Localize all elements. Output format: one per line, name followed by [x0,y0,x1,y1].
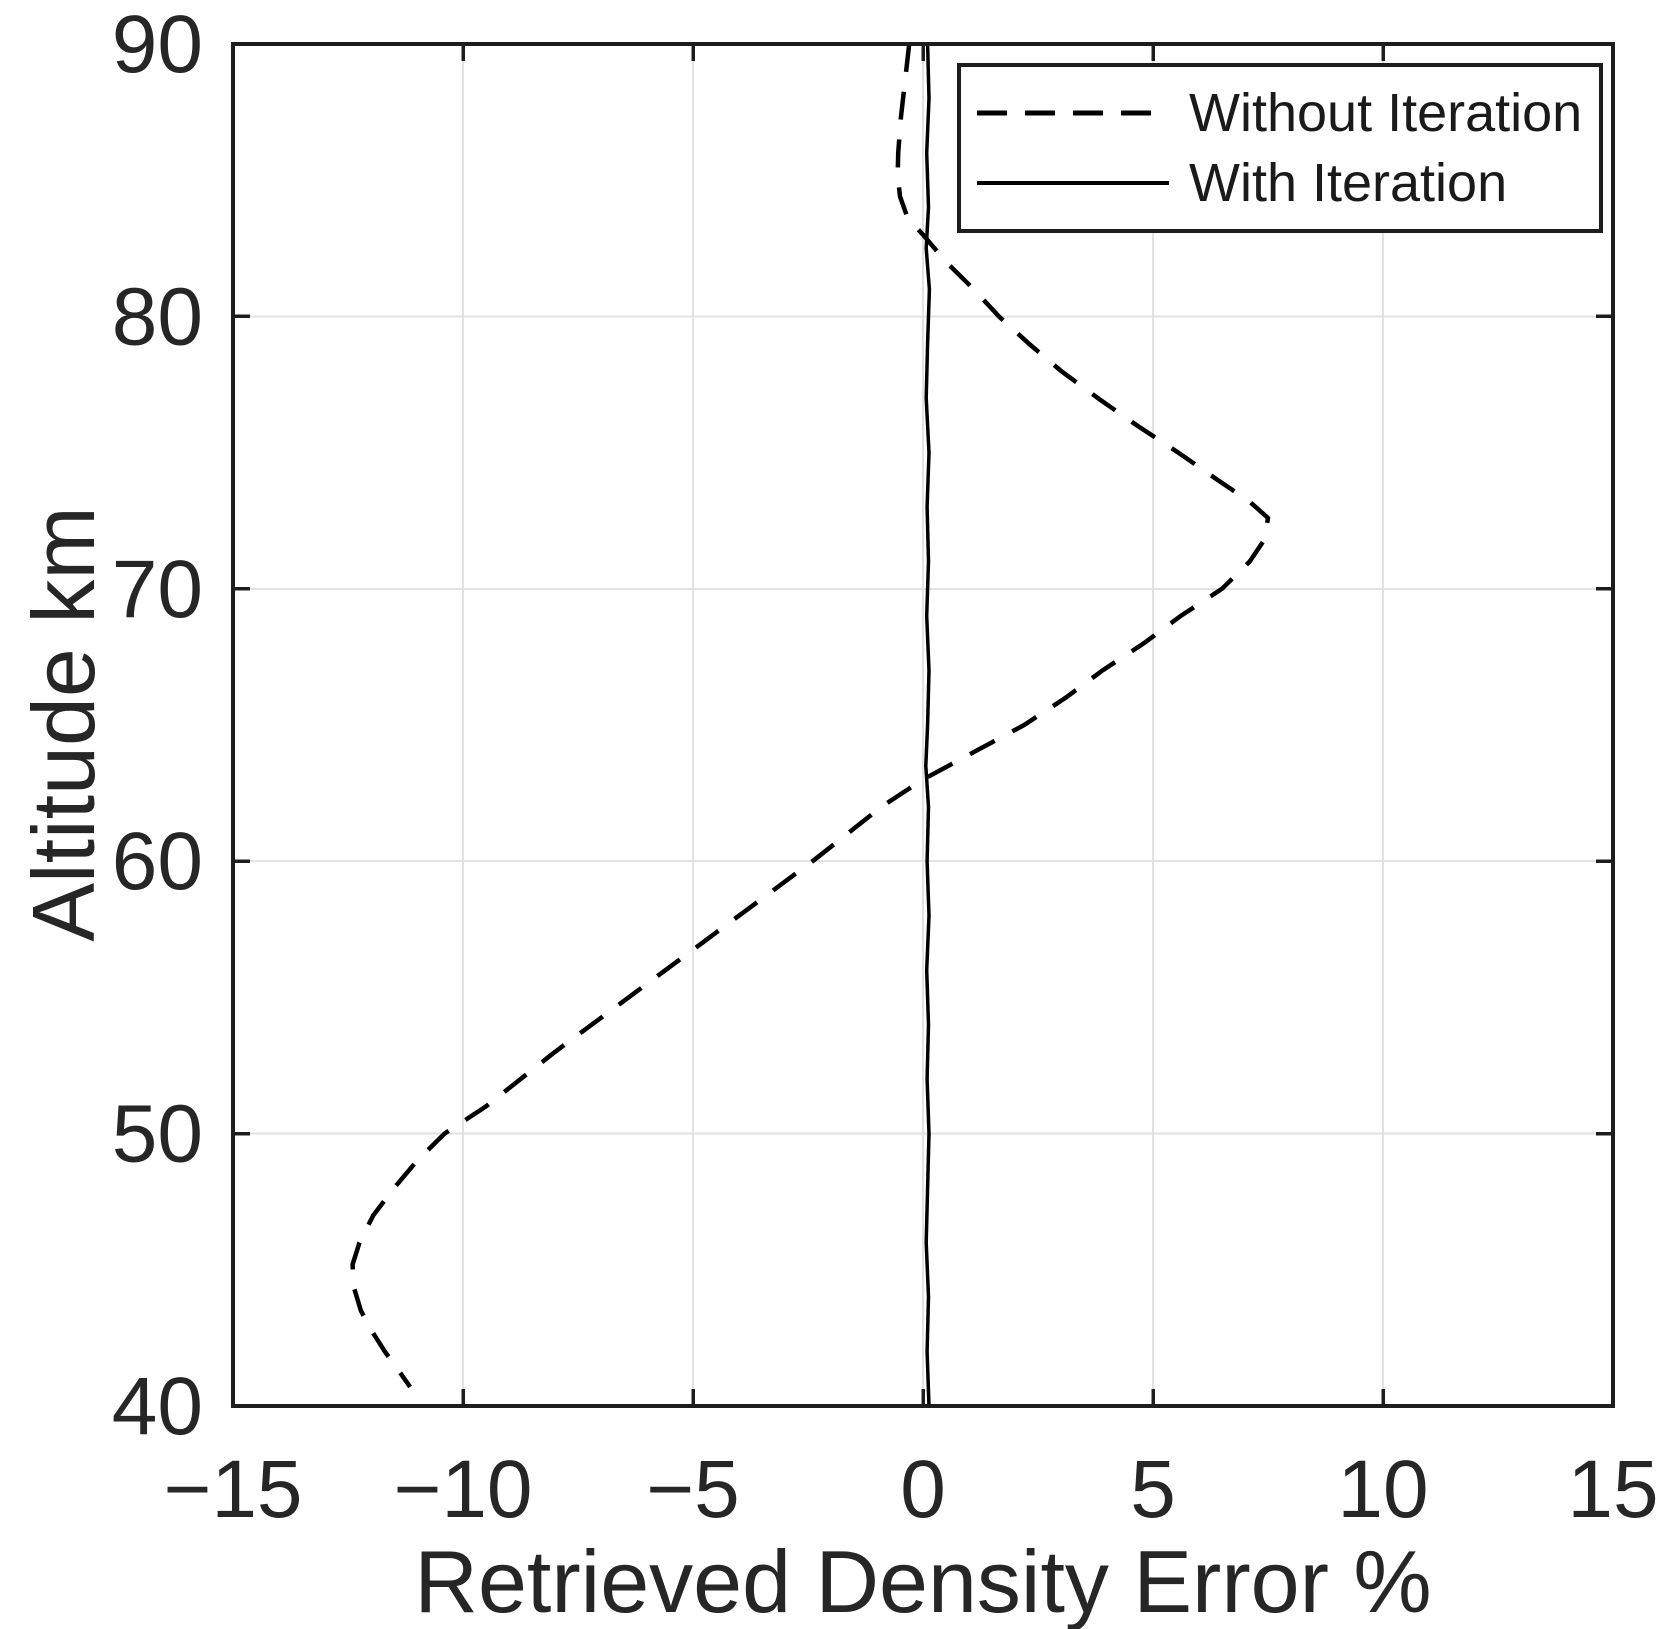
x-tick-label: 0 [900,1444,946,1535]
y-tick-label: 80 [112,271,203,362]
x-tick-label: 15 [1567,1444,1658,1535]
legend-label-with-iteration: With Iteration [1189,153,1508,214]
series-without-iteration [350,43,1271,1389]
x-tick-label: 5 [1130,1444,1176,1535]
legend: Without Iteration With Iteration [957,63,1603,233]
y-tick-label: 40 [112,1361,203,1452]
plot-box [231,42,1615,1408]
x-tick-label: 10 [1337,1444,1428,1535]
y-tick-label: 50 [112,1089,203,1180]
x-tick-label: −10 [393,1444,532,1535]
legend-label-without-iteration: Without Iteration [1189,82,1583,143]
y-axis-label: Altitude km [14,506,113,942]
dashed-line-sample [977,110,1169,116]
y-tick-label: 90 [112,0,203,90]
legend-item-with-iteration: With Iteration [961,156,1599,210]
x-tick-label: −15 [163,1444,302,1535]
y-tick-label: 70 [112,544,203,635]
x-tick-label: −5 [646,1444,740,1535]
legend-item-without-iteration: Without Iteration [961,86,1599,140]
x-axis-label: Retrieved Density Error % [414,1532,1432,1629]
y-tick-label: 60 [112,816,203,907]
series-with-iteration [924,43,932,1407]
solid-line-sample [977,181,1169,186]
